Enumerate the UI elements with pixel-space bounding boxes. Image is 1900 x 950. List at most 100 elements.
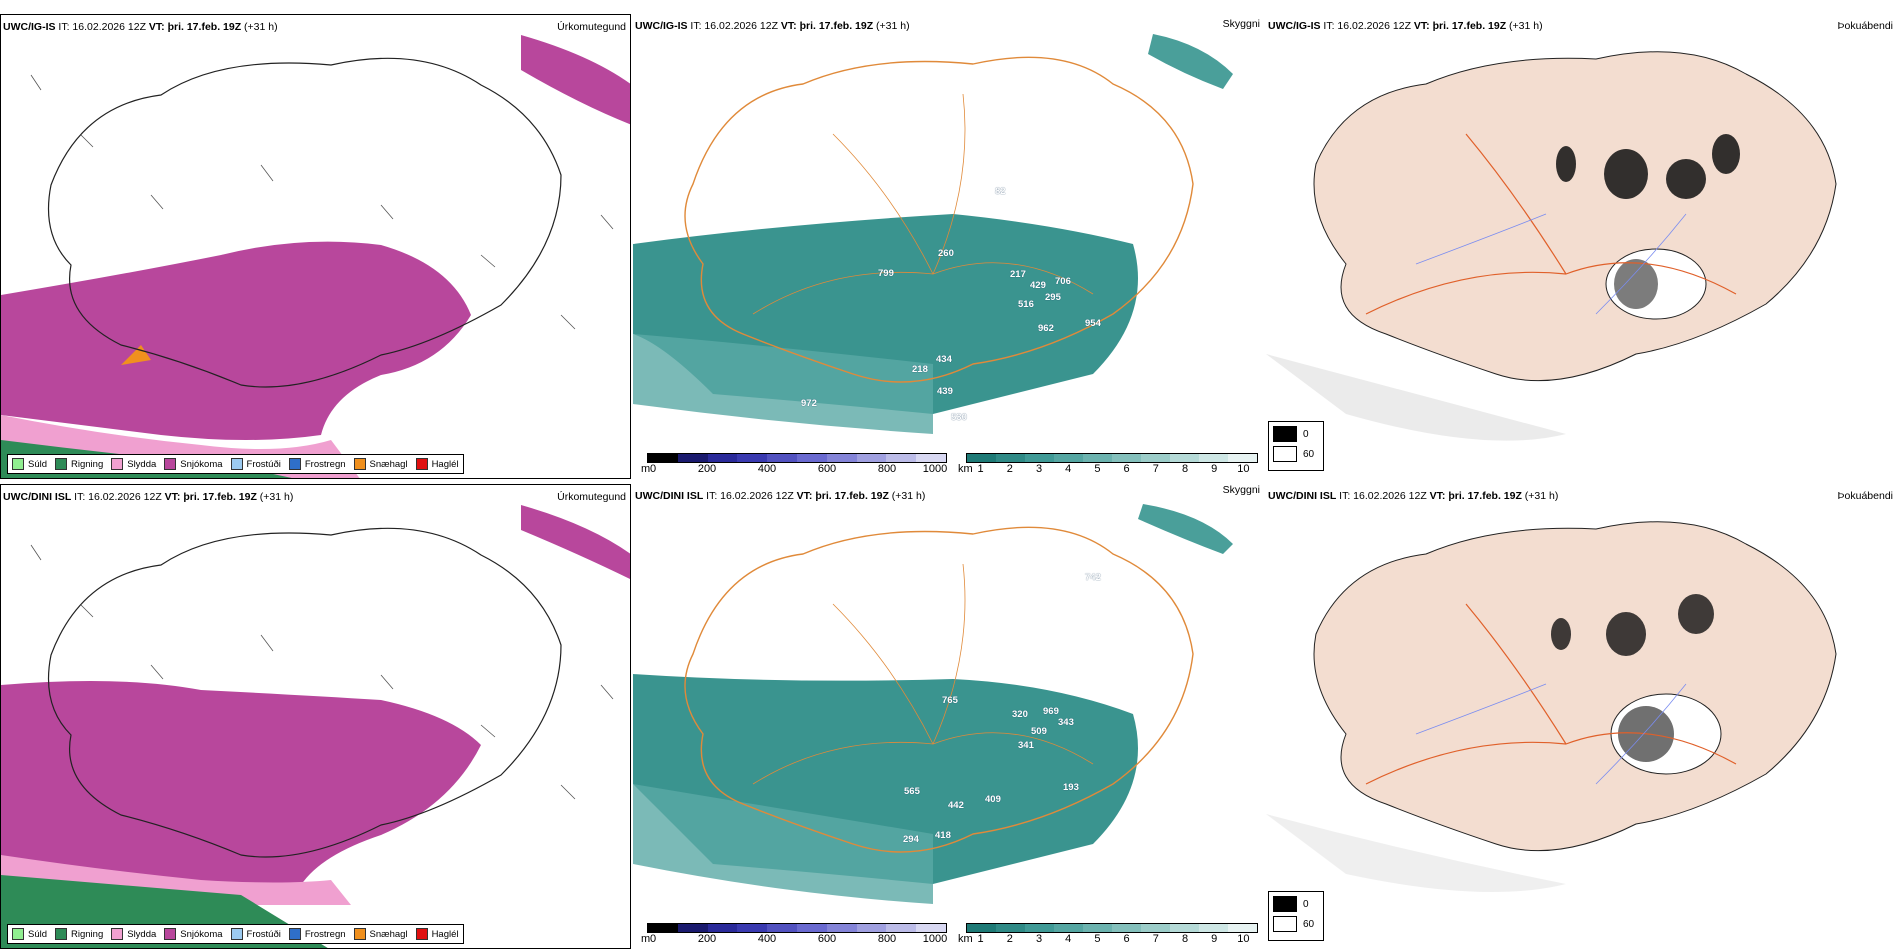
tick-label: 4 — [1065, 933, 1072, 945]
tick-label: 1 — [977, 463, 984, 475]
legend-item: Slydda — [111, 458, 156, 470]
height-label: 954 — [1085, 318, 1101, 329]
height-unit: m — [641, 933, 651, 945]
tick-label: 600 — [817, 463, 837, 475]
visibility-unit: km — [958, 463, 973, 475]
fog-index-map-top: UWC/IG-IS IT: 16.02.2026 12Z VT: þri. 17… — [1266, 14, 1897, 479]
height-label: 343 — [1058, 717, 1074, 728]
tick-label: 3 — [1035, 463, 1043, 475]
legend-item: Rigning — [55, 458, 103, 470]
tick-label: 5 — [1094, 463, 1101, 475]
map-header: UWC/IG-IS IT: 16.02.2026 12Z VT: þri. 17… — [635, 20, 910, 32]
tick-label: 5 — [1094, 933, 1101, 945]
legend-swatch — [1273, 896, 1297, 912]
legend-swatch — [230, 458, 243, 470]
legend-swatch — [55, 928, 68, 940]
legend-item: Frostregn — [288, 458, 346, 470]
legend-swatch — [415, 458, 428, 470]
height-label: 418 — [935, 830, 951, 841]
legend-item: Rigning — [55, 928, 103, 940]
legend-swatch — [12, 458, 24, 470]
tick-label: 800 — [877, 933, 897, 945]
height-label: 799 — [878, 268, 894, 279]
height-label: 565 — [904, 786, 920, 797]
legend-item: Snjókoma — [164, 458, 223, 470]
fog-map-canvas — [1266, 521, 1837, 892]
height-label: 706 — [1055, 276, 1071, 287]
fog-index-map-bottom: UWC/DINI ISL IT: 16.02.2026 12Z VT: þri.… — [1266, 484, 1897, 949]
legend-item: Slydda — [111, 928, 156, 940]
legend-item: Snjókoma — [164, 928, 223, 940]
legend-swatch — [1273, 916, 1297, 932]
precip-type-map-bottom: UWC/DINI ISL IT: 16.02.2026 12Z VT: þri.… — [0, 484, 631, 949]
height-label: 972 — [801, 398, 817, 409]
tick-label: 0 — [649, 933, 657, 945]
map-header: UWC/IG-IS IT: 16.02.2026 12Z VT: þri. 17… — [3, 21, 278, 33]
tick-label: 200 — [697, 933, 717, 945]
panel-title: Skyggni — [1222, 484, 1260, 496]
height-label: 260 — [938, 248, 954, 259]
panel-title: Skyggni — [1222, 18, 1260, 30]
precip-map-canvas — [1, 35, 630, 478]
tick-label: 9 — [1211, 933, 1218, 945]
legend-item: Súld — [12, 928, 47, 940]
tick-label: 400 — [757, 463, 777, 475]
legend-swatch — [12, 928, 24, 940]
legend-swatch — [55, 458, 68, 470]
tick-label: 6 — [1123, 933, 1130, 945]
legend-item: Haglél — [415, 458, 459, 470]
height-label: 429 — [1030, 280, 1046, 291]
height-label: 218 — [912, 364, 928, 375]
height-label: 742 — [1085, 572, 1101, 583]
legend-item: Súld — [12, 458, 47, 470]
precip-type-legend: Súld Rigning Slydda Snjókoma Frostúði Fr… — [7, 454, 464, 474]
legend-item: Frostúði — [230, 458, 281, 470]
tick-label: 2 — [1006, 463, 1013, 475]
precip-map-canvas — [1, 505, 630, 948]
tick-label: 6 — [1123, 463, 1130, 475]
tick-label: 1000 — [922, 463, 948, 475]
panel-title: Þokuábendi — [1837, 20, 1893, 32]
tick-label: 200 — [697, 463, 717, 475]
tick-label: 800 — [877, 463, 897, 475]
legend-swatch — [288, 458, 301, 470]
height-label: 509 — [1031, 726, 1047, 737]
visibility-map-bottom: UWC/DINI ISL IT: 16.02.2026 12Z VT: þri.… — [633, 484, 1264, 949]
tick-label: 400 — [757, 933, 777, 945]
visibility-map-top: UWC/IG-IS IT: 16.02.2026 12Z VT: þri. 17… — [633, 14, 1264, 479]
map-header: UWC/DINI ISL IT: 16.02.2026 12Z VT: þri.… — [635, 490, 926, 502]
tick-label: 4 — [1065, 463, 1072, 475]
height-label: 969 — [1043, 706, 1059, 717]
panel-title: Úrkomutegund — [557, 491, 626, 503]
height-unit: m — [641, 463, 651, 475]
legend-swatch — [353, 458, 366, 470]
legend-swatch — [415, 928, 428, 940]
tick-label: 7 — [1152, 463, 1159, 475]
legend-item: Snæhagl — [353, 458, 408, 470]
legend-swatch — [164, 458, 177, 470]
visibility-colorbar: km 1 2 3 4 5 6 7 8 9 10 — [958, 923, 1258, 947]
panel-title: Þokuábendi — [1837, 490, 1893, 502]
precip-type-map-top: UWC/IG-IS IT: 16.02.2026 12Z VT: þri. 17… — [0, 14, 631, 479]
tick-label: 9 — [1211, 463, 1218, 475]
legend-item: Frostregn — [288, 928, 346, 940]
height-label: 341 — [1018, 740, 1034, 751]
fog-legend: 0 60 — [1268, 421, 1324, 471]
tick-label: 10 — [1237, 933, 1250, 945]
legend-swatch — [353, 928, 366, 940]
precip-type-legend: Súld Rigning Slydda Snjókoma Frostúði Fr… — [7, 924, 464, 944]
height-label: 530 — [951, 412, 967, 423]
tick-label: 8 — [1181, 463, 1189, 475]
height-colorbar: m 0 200 400 600 800 1000 — [641, 453, 948, 477]
legend-swatch — [230, 928, 243, 940]
tick-label: 600 — [817, 933, 837, 945]
legend-item: Frostúði — [230, 928, 281, 940]
tick-label: 1 — [977, 933, 984, 945]
legend-swatch — [111, 928, 124, 940]
tick-label: 0 — [649, 463, 657, 475]
fog-map-canvas — [1266, 51, 1837, 441]
height-colorbar: m 0 200 400 600 800 1000 — [641, 923, 947, 947]
legend-swatch — [164, 928, 177, 940]
legend-swatch — [111, 458, 124, 470]
visibility-map-canvas — [633, 34, 1233, 434]
